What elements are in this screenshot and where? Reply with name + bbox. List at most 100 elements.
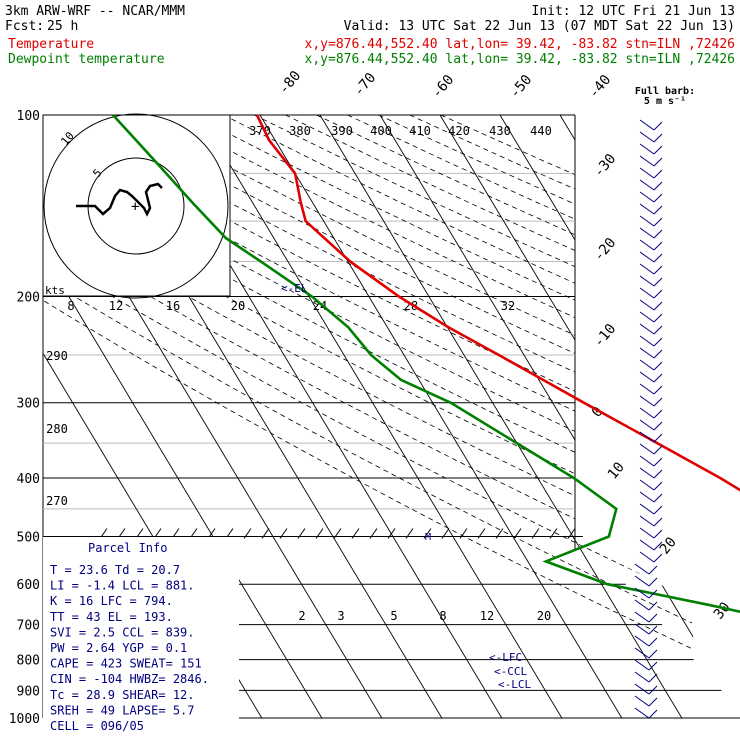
isotherm--50	[319, 115, 690, 718]
barb-legend-title: Full barb:	[635, 86, 695, 97]
parcel-row-2: K = 16 LFC = 794.	[50, 594, 173, 608]
tick-mark	[297, 528, 306, 539]
isotherm-top-label-0: -80	[276, 68, 305, 98]
parcel-row-4: SVI = 2.5 CCL = 839.	[50, 625, 195, 639]
parcel-row-9: SREH = 49 LAPSE= 5.7	[50, 703, 195, 717]
pressure-label-500: 500	[17, 530, 40, 545]
lcl-annotation: <-LCL	[498, 678, 531, 691]
wind-barb-flag	[648, 649, 658, 659]
wind-barb	[639, 179, 655, 191]
parcel-row-7: CIN = -104 HWBZ= 2846.	[50, 672, 209, 686]
isotherm--110	[43, 115, 330, 718]
wind-barb-flag	[648, 637, 658, 647]
tick-mark	[135, 528, 144, 539]
isotherm-side-label-6: 30	[711, 599, 734, 622]
theta-label-4: 410	[409, 124, 431, 138]
dry-adiabat-380	[161, 115, 700, 718]
hodograph-trace	[76, 182, 163, 217]
model-title: 3km ARW-WRF -- NCAR/MMM	[5, 4, 185, 19]
wind-barb-flag	[653, 457, 663, 467]
dry-adiabat-270	[43, 115, 700, 718]
wind-barb	[639, 395, 655, 407]
tick-mark	[531, 528, 540, 539]
m-annotation: M	[425, 532, 431, 543]
wind-barb-flag	[648, 661, 658, 671]
isotherm--70	[199, 115, 570, 718]
wind-barb-flag	[653, 541, 663, 551]
wind-barb-flag	[648, 613, 658, 623]
pressure-label-600: 600	[17, 578, 40, 593]
wind-barb	[639, 479, 655, 491]
wind-barb-flag	[653, 313, 663, 323]
wind-barb-flag	[653, 121, 663, 131]
pressure-label-700: 700	[17, 619, 40, 634]
isotherm--10	[559, 115, 700, 718]
tick-mark	[315, 528, 324, 539]
mixing-ratio-label-4: 12	[480, 609, 494, 623]
tick-mark	[243, 528, 252, 539]
profiles	[112, 114, 740, 613]
isotherm-top-label-1: -70	[351, 70, 380, 100]
tick-mark	[495, 528, 504, 539]
wind-barb	[639, 467, 655, 479]
hodograph-kts-label: kts	[45, 284, 65, 297]
wind-barb-flag	[653, 493, 663, 503]
wind-barb	[639, 119, 655, 131]
pressure-label-900: 900	[17, 684, 40, 699]
wind-barb-flag	[653, 529, 663, 539]
tick-mark	[171, 528, 180, 539]
mixing-ratio-label-1: 3	[337, 609, 344, 623]
wind-barb-flag	[653, 553, 663, 563]
theta-e-label-4: 24	[313, 299, 327, 313]
wind-barb	[639, 143, 655, 155]
wind-barb-flag	[653, 289, 663, 299]
wind-barb	[634, 635, 650, 647]
tick-mark	[261, 528, 270, 539]
parcel-info-title: Parcel Info	[88, 541, 167, 555]
wind-barb	[639, 335, 655, 347]
isotherm-top-label-3: -50	[507, 72, 536, 102]
wind-barb	[639, 515, 655, 527]
pressure-label-1000: 1000	[9, 712, 40, 727]
dewpoint-location-info: x,y=876.44,552.40 lat,lon= 39.42, -83.82…	[305, 52, 735, 67]
wind-barb	[634, 575, 650, 587]
temperature-profile	[255, 114, 740, 492]
dry-adiabat-label-1: 280	[46, 422, 68, 436]
wind-barb-flag	[648, 685, 658, 695]
wind-barb	[639, 491, 655, 503]
dewpoint-profile	[112, 114, 740, 613]
theta-e-label-3: 20	[231, 299, 245, 313]
hodograph-inset: 5 10 + kts	[42, 113, 231, 299]
wind-barb-flag	[653, 133, 663, 143]
wind-barb	[639, 299, 655, 311]
wind-barb	[634, 647, 650, 659]
dry-adiabat-470	[440, 115, 700, 718]
wind-barb-flag	[648, 577, 658, 587]
wind-barb	[639, 155, 655, 167]
wind-barb-flag	[653, 265, 663, 275]
theta-e-label-0: 8	[67, 299, 74, 313]
theta-label-5: 420	[448, 124, 470, 138]
dewpoint-legend-label: Dewpoint temperature	[8, 52, 165, 67]
tick-mark	[207, 528, 216, 539]
isotherm-side-label-4: 10	[605, 459, 628, 482]
wind-barb	[639, 539, 655, 551]
parcel-row-8: Tc = 28.9 SHEAR= 12.	[50, 688, 195, 702]
parcel-row-1: LI = -1.4 LCL = 881.	[50, 579, 195, 593]
parcel-row-10: CELL = 096/05	[50, 719, 144, 733]
theta-label-7: 440	[530, 124, 552, 138]
isotherm--60	[259, 115, 630, 718]
tick-mark	[477, 528, 486, 539]
hodograph-frame	[42, 114, 231, 297]
wind-barb-flag	[648, 601, 658, 611]
parcel-info-panel: Parcel Info T = 23.6 Td = 20.7 LI = -1.4 …	[43, 537, 239, 733]
isotherm-side-label-5: 20	[657, 534, 680, 557]
wind-barb-flag	[653, 277, 663, 287]
dry-adiabat-440	[347, 115, 700, 718]
parcel-row-3: TT = 43 EL = 193.	[50, 610, 173, 624]
dry-adiabat-290	[43, 115, 700, 718]
tick-mark	[117, 528, 126, 539]
wind-barb	[639, 407, 655, 419]
hodograph-origin-marker: +	[131, 199, 139, 215]
